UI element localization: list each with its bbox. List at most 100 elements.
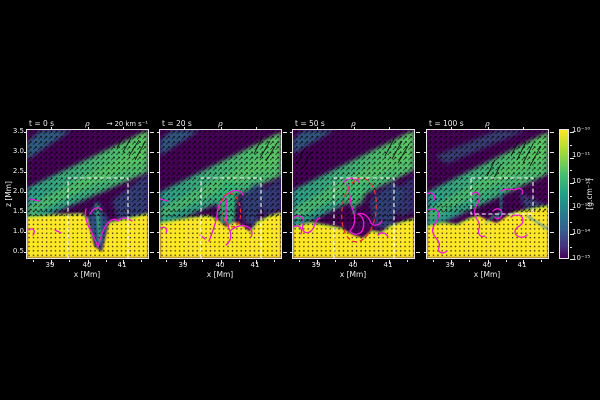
axis-tick [23,152,27,153]
axis-tick [416,252,420,253]
axis-tick [423,192,427,193]
axis-tick [150,252,154,253]
red-dashed-ellipse [220,192,242,228]
axis-tick [33,260,34,262]
axis-tick [150,172,154,173]
axis-tick [283,252,287,253]
panel3-plot-frame [289,126,420,264]
magenta-contours [293,177,389,238]
axis-tick [289,152,293,153]
axis-tick [156,232,160,233]
axis-tick [423,232,427,233]
axis-tick [283,212,287,213]
axis-tick [550,212,554,213]
x-tick-label: 41 [117,261,127,269]
axis-tick [423,132,427,133]
density-map-t50 [293,130,414,258]
axis-tick [150,152,154,153]
axis-tick [570,247,572,249]
x-axis-label: x [Mm] [73,270,101,279]
magenta-contours [160,189,253,246]
axis-tick [23,172,27,173]
axis-tick [550,252,554,253]
axis-tick [289,172,293,173]
x-tick-label: 39 [311,261,321,269]
colorbar-tick-label: 10⁻¹¹ [572,151,591,160]
axis-tick [570,170,572,172]
panel4-plot-frame [423,126,554,264]
axis-tick [433,260,434,262]
axis-tick [23,232,27,233]
panel2-time-label: t = 20 s [162,119,192,128]
long-velocity-arrows [296,138,410,169]
axis-tick [416,192,420,193]
axis-tick [150,192,154,193]
axis-tick [166,260,167,262]
axis-tick [407,260,408,262]
panel1-rho-title: ρ [85,119,90,128]
density-map-t20 [160,130,281,258]
x-axis-label: x [Mm] [473,270,501,279]
y-tick-label: 3.5 [12,127,24,135]
axis-tick [289,132,293,133]
panel3-rho-title: ρ [351,119,356,128]
axis-tick [289,232,293,233]
x-tick-label: 41 [517,261,527,269]
axis-tick [317,126,318,130]
x-tick-label: 41 [383,261,393,269]
axis-tick [23,252,27,253]
axis-tick [289,192,293,193]
panel2-title-row: t = 20 s ρ [160,119,281,129]
panel1-plot-frame [23,126,154,264]
axis-tick [523,126,524,130]
x-tick-label: 39 [45,261,55,269]
panel4-title-row: t = 100 s ρ [427,119,548,129]
y-tick-label: 1.0 [12,227,24,235]
axis-tick [23,212,27,213]
x-axis-label: x [Mm] [206,270,234,279]
colorbar-tick-label: 10⁻¹³ [572,202,591,211]
axis-tick [141,260,142,262]
axis-tick [274,260,275,262]
colorbar-tick-label: 10⁻¹⁴ [572,227,591,236]
axis-tick [523,260,524,264]
axis-tick [283,192,287,193]
axis-tick [570,183,574,185]
y-tick-label: 2.5 [12,167,24,175]
axis-tick [423,212,427,213]
y-tick-label: 2.0 [12,187,24,195]
axis-tick [550,192,554,193]
quiver-key-arrow-icon: → [106,119,113,128]
panel1-time-label: t = 0 s [29,119,55,128]
x-tick-label: 39 [445,261,455,269]
axis-tick [23,132,27,133]
axis-tick [283,232,287,233]
axis-tick [150,212,154,213]
y-tick-label: 1.5 [12,207,24,215]
colorbar-tick-label: 10⁻¹² [572,176,591,185]
axis-tick [221,260,222,264]
axis-tick [123,260,124,264]
axis-tick [221,126,222,130]
x-tick-label: 40 [482,261,492,269]
red-dashed-ellipse [341,177,377,243]
axis-tick [184,260,185,264]
axis-tick [423,152,427,153]
axis-tick [423,252,427,253]
axis-tick [570,144,572,146]
axis-tick [354,126,355,130]
colorbar-tick-label: 10⁻¹⁵ [572,253,591,262]
x-tick-label: 41 [250,261,260,269]
axis-tick [156,252,160,253]
axis-tick [69,260,70,262]
axis-tick [150,232,154,233]
axis-tick [23,192,27,193]
axis-tick [570,259,574,260]
axis-tick [150,132,154,133]
panel3-title-row: t = 50 s ρ [293,119,414,129]
axis-tick [570,208,574,210]
axis-tick [335,260,336,262]
y-tick-label: 0.5 [12,247,24,255]
axis-tick [416,152,420,153]
panel3-t50 [289,126,420,264]
